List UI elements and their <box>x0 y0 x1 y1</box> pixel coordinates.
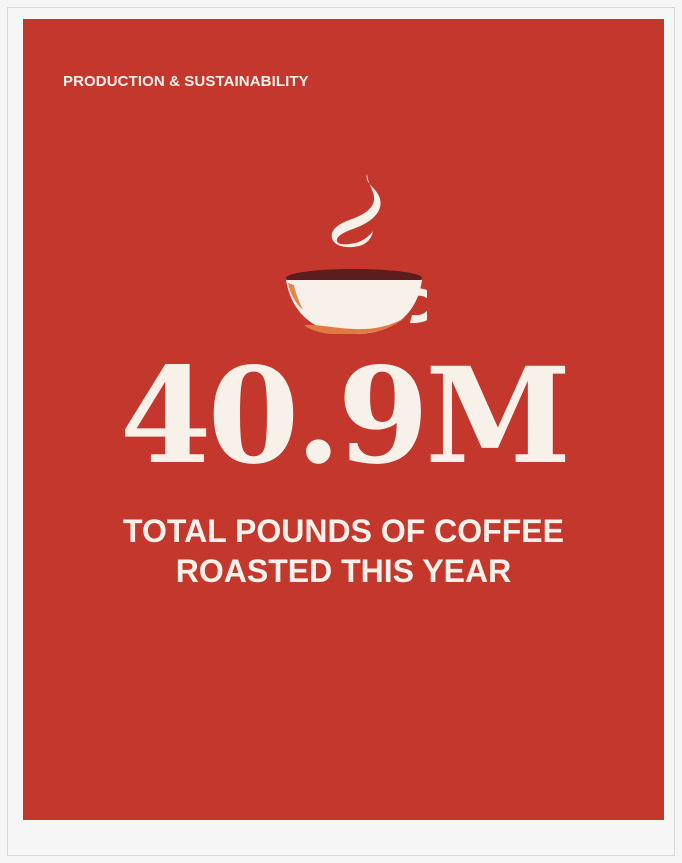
caption-line: ROASTED THIS YEAR <box>175 553 512 589</box>
coffee-cup-icon <box>277 174 438 335</box>
statistic-caption: TOTAL POUNDS OF COFFEE ROASTED THIS YEAR <box>23 511 664 591</box>
statistic-card: PRODUCTION & SUSTAINABILITY 40.9M TOTAL … <box>23 19 664 820</box>
caption-line: TOTAL POUNDS OF COFFEE <box>123 513 564 549</box>
section-label: PRODUCTION & SUSTAINABILITY <box>63 73 309 90</box>
coffee-pounds-value: 40.9M <box>119 339 572 494</box>
